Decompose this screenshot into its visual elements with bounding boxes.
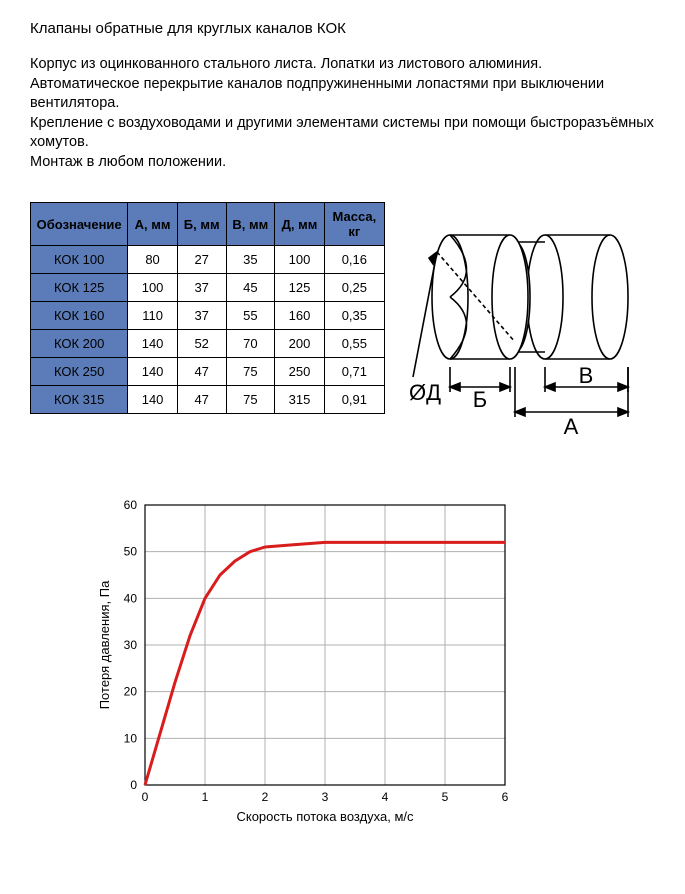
table-cell: 37 [177,302,226,330]
table-header: Б, мм [177,203,226,246]
table-cell: 140 [128,386,178,414]
table-cell: 80 [128,246,178,274]
table-cell: КОК 200 [31,330,128,358]
table-cell: 315 [275,386,325,414]
table-cell: 160 [275,302,325,330]
table-cell: 75 [226,386,275,414]
svg-text:0: 0 [142,790,149,804]
page-title: Клапаны обратные для круглых каналов КОК [30,20,655,37]
table-row: КОК 25014047752500,71 [31,358,385,386]
table-row: КОК 12510037451250,25 [31,274,385,302]
svg-text:60: 60 [124,498,138,512]
svg-text:30: 30 [124,638,138,652]
table-cell: 0,71 [324,358,384,386]
table-cell: 125 [275,274,325,302]
table-cell: 140 [128,358,178,386]
svg-text:А: А [564,414,579,439]
table-header: А, мм [128,203,178,246]
table-cell: 27 [177,246,226,274]
table-cell: 75 [226,358,275,386]
svg-text:10: 10 [124,732,138,746]
svg-text:2: 2 [262,790,269,804]
table-cell: 0,35 [324,302,384,330]
table-cell: 100 [275,246,325,274]
table-cell: 47 [177,386,226,414]
table-cell: 35 [226,246,275,274]
table-cell: 0,25 [324,274,384,302]
table-cell: КОК 100 [31,246,128,274]
table-cell: 100 [128,274,178,302]
table-cell: 45 [226,274,275,302]
table-row: КОК 31514047753150,91 [31,386,385,414]
table-cell: 0,55 [324,330,384,358]
table-cell: 200 [275,330,325,358]
table-cell: 37 [177,274,226,302]
table-cell: КОК 250 [31,358,128,386]
description-text: Корпус из оцинкованного стального листа.… [30,55,655,172]
svg-text:Скорость потока воздуха, м/с: Скорость потока воздуха, м/с [236,809,414,824]
svg-text:6: 6 [502,790,509,804]
table-cell: КОК 125 [31,274,128,302]
svg-text:0: 0 [130,778,137,792]
table-cell: 52 [177,330,226,358]
table-cell: 0,91 [324,386,384,414]
table-cell: 0,16 [324,246,384,274]
table-cell: 110 [128,302,178,330]
svg-text:ØД: ØД [409,380,441,405]
svg-text:Потеря давления, Па: Потеря давления, Па [97,580,112,709]
svg-text:3: 3 [322,790,329,804]
svg-text:Б: Б [473,387,487,412]
table-cell: 47 [177,358,226,386]
table-header: Масса, кг [324,203,384,246]
svg-text:50: 50 [124,545,138,559]
table-header: В, мм [226,203,275,246]
svg-text:В: В [579,363,594,388]
spec-table: ОбозначениеА, ммБ, ммВ, ммД, ммМасса, кг… [30,202,385,414]
table-row: КОК 20014052702000,55 [31,330,385,358]
dimensions-diagram: А Б В ØД [395,202,655,465]
table-cell: КОК 315 [31,386,128,414]
svg-text:1: 1 [202,790,209,804]
table-cell: КОК 160 [31,302,128,330]
table-cell: 55 [226,302,275,330]
table-row: КОК 16011037551600,35 [31,302,385,330]
table-cell: 140 [128,330,178,358]
table-cell: 70 [226,330,275,358]
table-header: Обозначение [31,203,128,246]
svg-text:40: 40 [124,592,138,606]
table-row: КОК 1008027351000,16 [31,246,385,274]
table-cell: 250 [275,358,325,386]
pressure-chart: 01234560102030405060Скорость потока возд… [90,495,655,858]
svg-text:20: 20 [124,685,138,699]
svg-text:5: 5 [442,790,449,804]
table-header: Д, мм [275,203,325,246]
svg-text:4: 4 [382,790,389,804]
